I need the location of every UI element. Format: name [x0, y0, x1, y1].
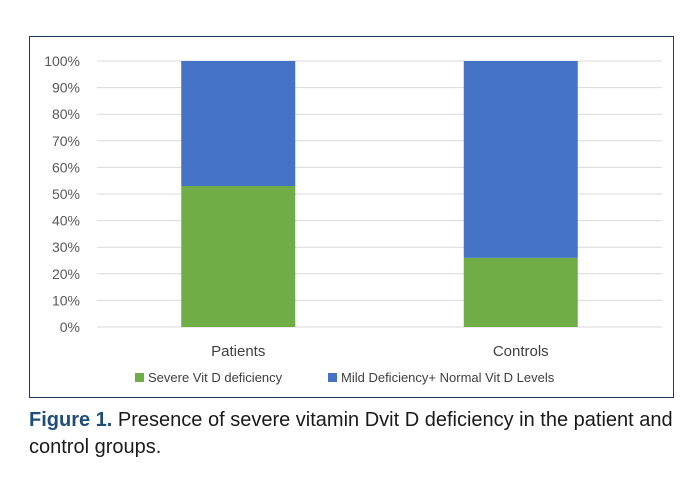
y-tick-label: 30% [52, 239, 80, 255]
y-axis-tick-labels: 0% 10% 20% 30% 40% 50% 60% 70% 80% 90% 100% [44, 53, 80, 335]
y-tick-label: 90% [52, 80, 80, 96]
bar-segment [181, 186, 296, 327]
figure-caption-label: Figure 1. [29, 409, 113, 431]
bar-segment [463, 61, 578, 258]
bar-segment [181, 61, 296, 187]
y-tick-label: 100% [44, 53, 80, 69]
y-tick-label: 80% [52, 106, 80, 122]
x-axis-category-labels: Patients Controls [211, 343, 549, 360]
x-category-label: Patients [211, 343, 265, 360]
y-tick-label: 60% [52, 159, 80, 175]
legend-swatch [328, 373, 337, 382]
bars [181, 61, 578, 327]
y-tick-label: 20% [52, 266, 80, 282]
y-tick-label: 70% [52, 133, 80, 149]
y-tick-label: 0% [60, 319, 80, 335]
figure-caption: Figure 1. Presence of severe vitamin Dvi… [29, 407, 689, 461]
legend: Severe Vit D deficiency Mild Deficiency+ … [135, 370, 555, 385]
stacked-bar-chart: 0% 10% 20% 30% 40% 50% 60% 70% 80% 90% 100% Patien… [44, 53, 662, 385]
y-tick-label: 10% [52, 292, 80, 308]
y-tick-label: 50% [52, 186, 80, 202]
legend-label: Severe Vit D deficiency [148, 370, 283, 385]
chart-frame: 0% 10% 20% 30% 40% 50% 60% 70% 80% 90% 100% Patien… [29, 36, 674, 398]
legend-swatch [135, 373, 144, 382]
legend-label: Mild Deficiency+ Normal Vit D Levels [341, 370, 555, 385]
bar-segment [463, 257, 578, 327]
y-tick-label: 40% [52, 213, 80, 229]
figure-caption-text: Presence of severe vitamin Dvit D defici… [29, 409, 673, 458]
x-category-label: Controls [493, 343, 549, 360]
